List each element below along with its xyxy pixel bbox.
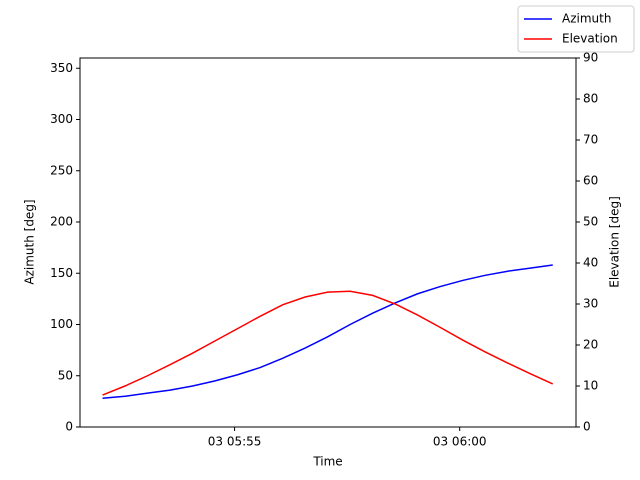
y-tick-label: 200 [50, 215, 73, 229]
y-tick-label: 250 [50, 163, 73, 177]
legend-box [517, 5, 635, 53]
y-tick-label: 300 [50, 112, 73, 126]
plot-frame [79, 57, 577, 428]
y2-tick-label: 40 [583, 256, 598, 270]
data-line [102, 264, 553, 400]
legend-label: Azimuth [562, 12, 611, 26]
y-axis-label: Azimuth [deg] [23, 199, 37, 284]
x-tick-label: 03 06:00 [433, 435, 487, 449]
x-axis-label: Time [312, 455, 342, 469]
y-tick-label: 150 [50, 266, 73, 280]
x-tick-label: 03 05:55 [208, 435, 262, 449]
y2-tick-label: 10 [583, 379, 598, 393]
y2-tick-label: 80 [583, 92, 598, 106]
data-line [102, 290, 554, 396]
y-tick-label: 0 [65, 420, 73, 434]
y-tick-label: 50 [58, 368, 73, 382]
y-tick-label: 350 [50, 61, 73, 75]
y2-tick-label: 90 [583, 51, 598, 65]
y2-tick-label: 20 [583, 338, 598, 352]
y-tick-label: 100 [50, 317, 73, 331]
y2-tick-label: 60 [583, 174, 598, 188]
y2-tick-label: 0 [583, 420, 591, 434]
y2-tick-label: 70 [583, 133, 598, 147]
legend-label: Elevation [562, 32, 618, 46]
y2-axis-label: Elevation [deg] [608, 196, 622, 288]
y2-tick-label: 30 [583, 297, 598, 311]
y2-tick-label: 50 [583, 215, 598, 229]
